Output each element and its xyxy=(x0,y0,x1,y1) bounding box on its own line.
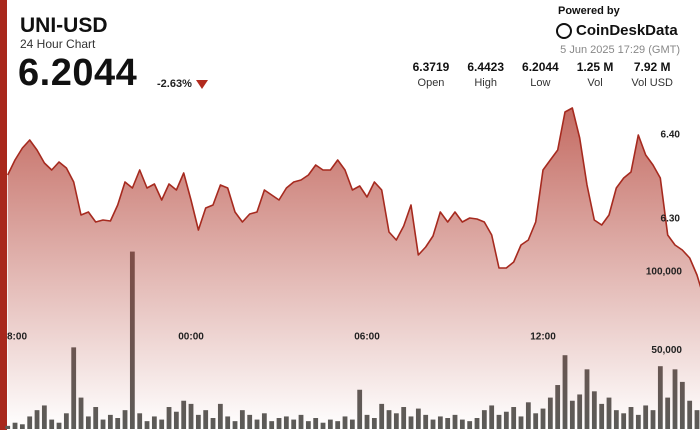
date: 5 Jun 2025 17:29 (GMT) xyxy=(560,44,680,56)
stat-label: Vol xyxy=(587,77,603,89)
brand-icon xyxy=(556,22,572,39)
powered-by: Powered by xyxy=(558,5,620,17)
price-area xyxy=(7,108,700,429)
y-tick-label: 6.30 xyxy=(661,214,681,225)
stats: 6.3719 Open 6.4423 High 6.2044 Low 1.25 M Vol 7.… xyxy=(404,60,682,89)
stat-value: 6.3719 xyxy=(412,60,450,74)
y-tick-label: 6.40 xyxy=(661,130,681,141)
x-tick-label: 00:00 xyxy=(178,332,204,343)
left-accent xyxy=(0,0,7,430)
stat-value: 6.4423 xyxy=(467,60,505,74)
stat-label: Vol USD xyxy=(631,77,673,89)
change: -2.63% xyxy=(157,78,192,90)
stat-value: 1.25 M xyxy=(576,60,614,74)
title: UNI-USD xyxy=(20,14,108,37)
stat-label: Open xyxy=(417,77,445,89)
brand-name: CoinDeskData xyxy=(576,22,678,39)
stat: 1.25 M Vol xyxy=(568,60,623,89)
down-arrow xyxy=(196,80,208,89)
x-tick-label: 12:00 xyxy=(530,332,556,343)
stat: 6.4423 High xyxy=(458,60,513,89)
stat-label: High xyxy=(474,77,497,89)
stat: 6.2044 Low xyxy=(513,60,568,89)
y2-tick-label: 100,000 xyxy=(646,267,683,278)
price-line xyxy=(6,107,700,288)
stat-label: Low xyxy=(530,77,551,89)
brand: CoinDeskData xyxy=(556,22,678,39)
stat: 7.92 M Vol USD xyxy=(622,60,682,89)
stat: 6.3719 Open xyxy=(404,60,459,89)
price: 6.2044 xyxy=(18,52,138,94)
subtitle: 24 Hour Chart xyxy=(20,37,96,51)
x-tick-label: 06:00 xyxy=(354,332,380,343)
x-tick-label: 8:00 xyxy=(7,332,27,343)
stat-value: 6.2044 xyxy=(522,60,559,74)
y2-tick-label: 50,000 xyxy=(651,345,682,356)
stat-value: 7.92 M xyxy=(633,60,671,74)
